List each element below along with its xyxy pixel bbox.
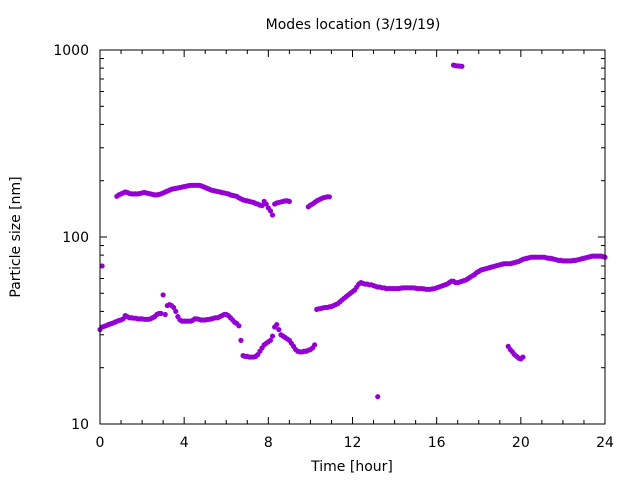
data-point bbox=[326, 194, 332, 200]
data-point bbox=[160, 292, 166, 298]
data-point bbox=[173, 308, 179, 315]
data-point bbox=[269, 333, 276, 339]
x-tick-label: 24 bbox=[596, 435, 614, 451]
data-point bbox=[459, 63, 465, 69]
data-point bbox=[375, 394, 381, 400]
data-point bbox=[312, 342, 318, 348]
y-tick-label: 10 bbox=[71, 417, 89, 433]
data-point bbox=[259, 203, 265, 209]
x-tick-label: 20 bbox=[512, 435, 530, 451]
data-point bbox=[238, 337, 244, 343]
data-point bbox=[99, 263, 105, 269]
x-tick-label: 12 bbox=[344, 435, 362, 451]
data-points bbox=[97, 62, 608, 400]
tick-labels: 0 4 8 12 16 20 24 10 100 1000 bbox=[53, 43, 614, 451]
data-point bbox=[263, 201, 269, 207]
x-tick-label: 4 bbox=[180, 435, 189, 451]
y-tick-label: 1000 bbox=[53, 43, 89, 59]
data-point bbox=[286, 198, 292, 205]
plot-frame bbox=[99, 49, 606, 425]
data-point bbox=[274, 322, 280, 328]
x-tick-label: 8 bbox=[264, 435, 273, 451]
data-point bbox=[276, 326, 282, 333]
y-axis-label: Particle size [nm] bbox=[8, 176, 24, 297]
data-point bbox=[158, 310, 164, 317]
data-point bbox=[267, 208, 274, 214]
x-tick-label: 0 bbox=[96, 435, 105, 451]
data-point bbox=[267, 337, 274, 343]
data-point bbox=[520, 354, 526, 360]
x-tick-label: 16 bbox=[428, 435, 446, 451]
data-point bbox=[171, 304, 177, 311]
data-point bbox=[236, 323, 242, 329]
x-axis-label: Time [hour] bbox=[310, 459, 393, 475]
data-point bbox=[269, 212, 276, 218]
data-point bbox=[162, 311, 168, 318]
chart-title: Modes location (3/19/19) bbox=[266, 17, 441, 33]
y-tick-label: 100 bbox=[62, 230, 89, 246]
